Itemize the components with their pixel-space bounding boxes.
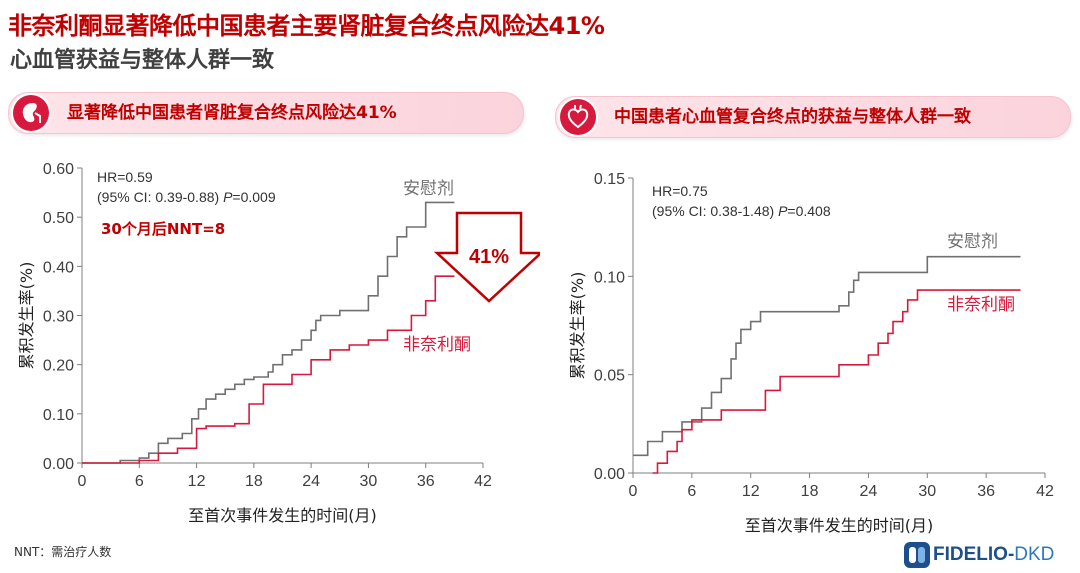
chart-kidney: 0.00 0.10 0.20 0.30 0.40 0.50 0.60 0 6 12 18 24 30 36… xyxy=(17,161,540,525)
y-tick-label: 0.20 xyxy=(43,358,74,375)
left-banner: 显著降低中国患者肾脏复合终点风险达41% xyxy=(8,92,524,134)
finerenone-label: 非奈利酮 xyxy=(947,295,1015,315)
x-axis-label: 至首次事件发生的时间(月) xyxy=(188,506,377,525)
y-tick-label: 0.50 xyxy=(43,210,74,227)
y-tick-label: 0.00 xyxy=(594,466,625,483)
x-tick-label: 42 xyxy=(474,473,492,490)
page-title: 非奈利酮显著降低中国患者主要肾脏复合终点风险达41% xyxy=(8,12,605,40)
y-tick-label: 0.00 xyxy=(43,456,74,473)
x-tick-label: 18 xyxy=(245,473,263,490)
y-tick-label: 0.10 xyxy=(43,407,74,424)
x-tick-label: 24 xyxy=(302,473,320,490)
logo-suffix: DKD xyxy=(1014,544,1055,565)
footnote: NNT：需治疗人数 xyxy=(14,545,112,559)
finerenone-curve xyxy=(652,289,1021,474)
x-tick-label: 36 xyxy=(977,483,995,500)
x-tick-label: 6 xyxy=(687,483,696,500)
placebo-curve xyxy=(633,255,1021,457)
y-tick-label: 0.05 xyxy=(594,368,625,385)
ci-label: (95% CI: 0.39-0.88) P=0.009 xyxy=(97,189,276,205)
p-value: =0.408 xyxy=(787,203,830,219)
x-tick-label: 6 xyxy=(135,473,144,490)
placebo-curve xyxy=(82,201,455,464)
y-axis-label: 累积发生率(%) xyxy=(17,262,36,370)
hr-label: HR=0.59 xyxy=(97,169,153,185)
fidelio-logo-icon xyxy=(904,542,930,568)
logo-brand: FIDELIO- xyxy=(933,544,1015,565)
right-banner-text: 中国患者心血管复合终点的获益与整体人群一致 xyxy=(614,107,971,127)
ci-value: (95% CI: 0.39-0.88) xyxy=(97,189,223,205)
x-tick-label: 0 xyxy=(78,473,87,490)
y-tick-label: 0.15 xyxy=(594,171,625,188)
x-tick-label: 18 xyxy=(801,483,819,500)
right-banner: 中国患者心血管复合终点的获益与整体人群一致 xyxy=(555,96,1071,138)
p-label: P xyxy=(778,203,788,219)
ci-value: (95% CI: 0.38-1.48) xyxy=(652,203,778,219)
left-banner-text: 显著降低中国患者肾脏复合终点风险达41% xyxy=(67,103,397,123)
y-axis-label: 累积发生率(%) xyxy=(568,272,587,380)
finerenone-label: 非奈利酮 xyxy=(403,335,471,355)
y-tick-label: 0.60 xyxy=(43,161,74,178)
heart-icon xyxy=(560,99,596,135)
kidney-icon xyxy=(13,95,49,131)
y-tick-label: 0.30 xyxy=(43,309,74,326)
x-tick-label: 42 xyxy=(1036,483,1054,500)
placebo-label: 安慰剂 xyxy=(947,232,998,252)
x-tick-label: 12 xyxy=(188,473,206,490)
x-tick-label: 36 xyxy=(417,473,435,490)
hr-label: HR=0.75 xyxy=(652,183,708,199)
y-tick-label: 0.10 xyxy=(594,269,625,286)
finerenone-curve xyxy=(82,275,455,464)
placebo-label: 安慰剂 xyxy=(403,179,454,199)
y-tick-label: 0.40 xyxy=(43,259,74,276)
fidelio-logo: FIDELIO-DKD xyxy=(903,540,1075,570)
ci-label: (95% CI: 0.38-1.48) P=0.408 xyxy=(652,203,831,219)
x-tick-label: 0 xyxy=(629,483,638,500)
x-tick-label: 24 xyxy=(860,483,878,500)
x-tick-label: 30 xyxy=(360,473,378,490)
reduction-arrow xyxy=(433,211,540,303)
x-tick-label: 30 xyxy=(918,483,936,500)
x-tick-label: 12 xyxy=(742,483,760,500)
reduction-label: 41% xyxy=(469,246,509,268)
page-subtitle: 心血管获益与整体人群一致 xyxy=(10,48,275,73)
p-label: P xyxy=(223,189,233,205)
chart-cv: 0.00 0.05 0.10 0.15 0 6 12 18 24 30 36 42 至首次事件发生的时间… xyxy=(568,171,1054,535)
p-value: =0.009 xyxy=(232,189,275,205)
nnt-label: 30个月后NNT=8 xyxy=(101,220,225,238)
x-axis-label: 至首次事件发生的时间(月) xyxy=(745,516,934,535)
